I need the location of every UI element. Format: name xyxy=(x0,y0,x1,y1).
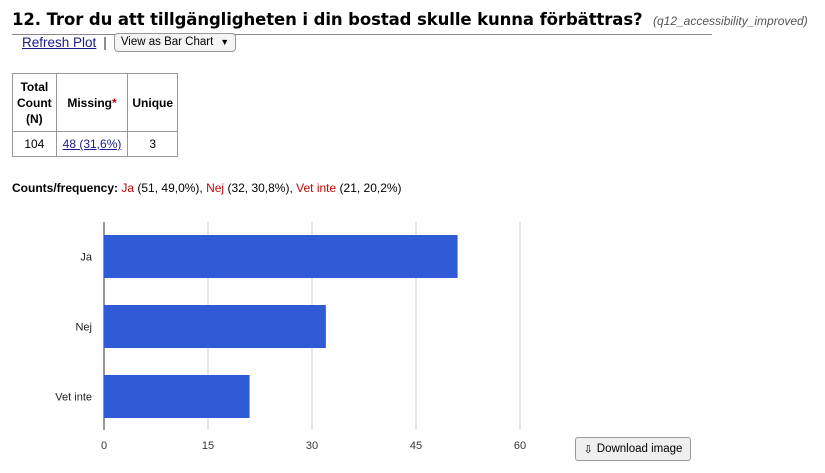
divider xyxy=(12,34,712,35)
x-tick-label: 45 xyxy=(410,440,422,452)
question-title: 12. Tror du att tillgängligheten i din b… xyxy=(12,10,643,29)
view-type-select[interactable]: View as Bar Chart ▼ xyxy=(113,33,237,52)
plot-controls: Refresh Plot | View as Bar Chart ▼ xyxy=(22,33,237,52)
missing-header: Missing* xyxy=(55,73,129,132)
refresh-plot-link[interactable]: Refresh Plot xyxy=(22,35,97,50)
stats-table: Total Count (N) Missing* Unique 104 48 (… xyxy=(12,73,179,157)
count-name-vet-inte: Vet inte xyxy=(296,181,337,195)
download-label: Download image xyxy=(596,443,683,455)
y-category-label: Ja xyxy=(80,252,93,264)
x-tick-label: 15 xyxy=(202,440,214,452)
stats-value-row: 104 48 (31,6%) 3 xyxy=(12,131,179,157)
question-header: 12. Tror du att tillgängligheten i din b… xyxy=(12,10,808,30)
counts-label: Counts/frequency: xyxy=(12,181,119,195)
y-category-label: Vet inte xyxy=(55,392,92,404)
x-tick-label: 60 xyxy=(514,440,526,452)
count-detail-vet-inte: (21, 20,2%) xyxy=(336,181,402,195)
download-icon: ⇩ xyxy=(583,443,593,456)
x-tick-label: 0 xyxy=(101,440,107,452)
y-category-label: Nej xyxy=(75,322,92,334)
bar xyxy=(104,305,326,348)
chevron-down-icon: ▼ xyxy=(220,37,230,47)
required-asterisk: * xyxy=(112,95,117,110)
bar xyxy=(104,235,458,278)
stats-header-row: Total Count (N) Missing* Unique xyxy=(12,73,179,132)
count-name-ja: Ja xyxy=(121,181,135,195)
count-detail-nej: (32, 30,8%), xyxy=(224,181,297,195)
missing-cell: 48 (31,6%) xyxy=(55,131,129,157)
x-tick-label: 30 xyxy=(306,440,318,452)
separator: | xyxy=(103,35,107,50)
download-image-button[interactable]: ⇩ Download image xyxy=(575,437,691,461)
counts-frequency: Counts/frequency: Ja (51, 49,0%), Nej (3… xyxy=(12,181,402,195)
question-variable: (q12_accessibility_improved) xyxy=(652,14,808,28)
total-count-value: 104 xyxy=(12,131,57,157)
view-type-value: View as Bar Chart xyxy=(120,36,214,48)
unique-header: Unique xyxy=(127,73,179,132)
bar xyxy=(104,375,250,418)
count-name-nej: Nej xyxy=(206,181,225,195)
unique-value: 3 xyxy=(127,131,179,157)
missing-value-link[interactable]: 48 (31,6%) xyxy=(62,137,122,151)
count-detail-ja: (51, 49,0%), xyxy=(134,181,207,195)
